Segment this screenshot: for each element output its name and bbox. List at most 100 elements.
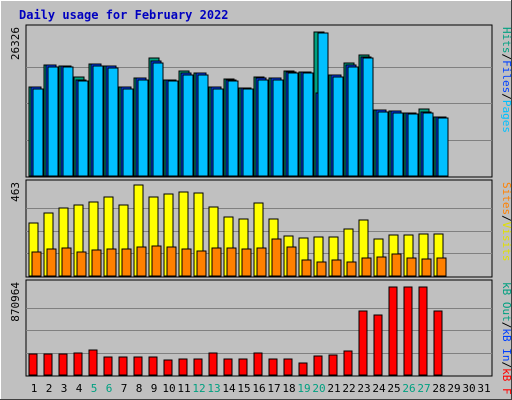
- bar-sites-day-28: [436, 257, 447, 277]
- bar-kb-f-day-23: [358, 310, 368, 376]
- bar-pages-day-11: [182, 74, 194, 177]
- bar-sites-day-12: [196, 250, 207, 277]
- bar-sites-day-2: [46, 248, 57, 277]
- legend-item: Hits: [500, 27, 512, 54]
- bar-sites-day-11: [181, 248, 192, 277]
- day-label: 14: [222, 382, 236, 395]
- day-label: 31: [477, 382, 490, 395]
- bar-pages-day-10: [167, 80, 179, 177]
- day-label: 27: [417, 382, 430, 395]
- bar-pages-day-9: [152, 62, 164, 177]
- legend-item: /: [500, 215, 512, 222]
- bar-pages-day-2: [47, 66, 59, 177]
- bar-kb-f-day-18: [283, 358, 293, 376]
- bar-pages-day-19: [302, 72, 314, 177]
- bar-sites-day-17: [271, 238, 282, 277]
- bar-kb-f-day-11: [178, 358, 188, 376]
- series-kb-f: [28, 286, 443, 376]
- day-label: 28: [432, 382, 445, 395]
- bar-kb-f-day-2: [43, 353, 53, 376]
- bar-pages-day-21: [332, 76, 344, 177]
- bar-sites-day-5: [91, 249, 102, 277]
- bar-pages-day-23: [362, 57, 374, 177]
- bar-kb-f-day-26: [403, 286, 413, 376]
- bar-pages-day-7: [122, 88, 134, 177]
- bar-sites-day-20: [316, 261, 327, 277]
- day-label: 1: [31, 382, 38, 395]
- panel-traffic-ymax-label: 870964: [9, 282, 22, 322]
- bar-pages-day-12: [197, 74, 209, 177]
- bar-sites-day-9: [151, 245, 162, 277]
- bar-pages-day-26: [407, 113, 419, 177]
- bar-sites-day-26: [406, 257, 417, 277]
- day-label: 3: [61, 382, 68, 395]
- bar-pages-day-4: [77, 80, 89, 177]
- panel-requests-legend: Hits/Files/Pages: [500, 27, 512, 133]
- bar-sites-day-25: [391, 253, 402, 277]
- day-label: 13: [207, 382, 220, 395]
- day-label: 7: [121, 382, 128, 395]
- bar-kb-f-day-8: [133, 356, 143, 376]
- bar-pages-day-13: [212, 88, 224, 177]
- bar-pages-day-22: [347, 66, 359, 177]
- bar-pages-day-5: [92, 65, 104, 177]
- bar-sites-day-27: [421, 258, 432, 277]
- bar-pages-day-18: [287, 72, 299, 177]
- day-label: 18: [282, 382, 295, 395]
- bar-kb-f-day-9: [148, 356, 158, 376]
- day-label: 19: [297, 382, 310, 395]
- bar-sites-day-24: [376, 256, 387, 277]
- day-label: 8: [136, 382, 143, 395]
- bar-kb-f-day-17: [268, 358, 278, 376]
- legend-item: /: [500, 362, 512, 369]
- panel-traffic: 870964 kB Out/kB In/kB F: [9, 279, 512, 395]
- legend-item: kB Out: [500, 282, 512, 322]
- bar-sites-day-16: [256, 247, 267, 277]
- legend-item: /: [500, 93, 512, 100]
- panel-visits: 463 Sites/Visits: [9, 179, 512, 278]
- series-pages: [32, 32, 449, 177]
- bar-pages-day-15: [242, 88, 254, 177]
- legend-item: Pages: [500, 100, 512, 133]
- day-label: 25: [387, 382, 400, 395]
- bar-sites-day-8: [136, 246, 147, 277]
- day-label: 6: [106, 382, 113, 395]
- panel-requests: 26326 Hits/Files/Pages: [9, 24, 512, 178]
- day-label: 10: [162, 382, 175, 395]
- bar-pages-day-6: [107, 67, 119, 177]
- bar-kb-f-day-1: [28, 353, 38, 376]
- panel-requests-ymax-label: 26326: [9, 27, 22, 60]
- bar-kb-f-day-22: [343, 350, 353, 376]
- bar-pages-day-16: [257, 79, 269, 177]
- bar-sites-day-18: [286, 246, 297, 277]
- day-labels: 1 2 3 4 5 6 7 8 9 10 11 12 13 14 15 16 17 18 19 20 21 22 23 24 2…: [31, 382, 491, 395]
- bar-kb-f-day-24: [373, 314, 383, 376]
- bar-kb-f-day-4: [73, 352, 83, 376]
- bar-kb-f-day-12: [193, 358, 203, 376]
- bar-kb-f-day-21: [328, 354, 338, 376]
- bar-sites-day-6: [106, 248, 117, 277]
- panel-visits-ymax-label: 463: [9, 182, 22, 202]
- bar-sites-day-23: [361, 257, 372, 277]
- day-label: 29: [447, 382, 460, 395]
- day-label: 9: [151, 382, 158, 395]
- bar-pages-day-8: [137, 79, 149, 177]
- day-label: 12: [192, 382, 205, 395]
- bar-kb-f-day-3: [58, 353, 68, 376]
- bar-kb-f-day-19: [298, 362, 308, 376]
- bar-pages-day-28: [437, 117, 449, 177]
- bar-kb-f-day-27: [418, 286, 428, 376]
- bar-sites-day-21: [331, 259, 342, 277]
- panel-traffic-legend: kB Out/kB In/kB F: [500, 282, 512, 395]
- legend-item: Sites: [500, 182, 512, 215]
- bar-sites-day-15: [241, 248, 252, 277]
- bar-pages-day-20: [317, 32, 329, 177]
- bar-sites-day-3: [61, 247, 72, 277]
- bar-kb-f-day-13: [208, 352, 218, 376]
- chart-title: Daily usage for February 2022: [19, 8, 229, 22]
- bar-pages-day-3: [62, 66, 74, 177]
- series-sites: [31, 238, 447, 277]
- day-label: 5: [91, 382, 98, 395]
